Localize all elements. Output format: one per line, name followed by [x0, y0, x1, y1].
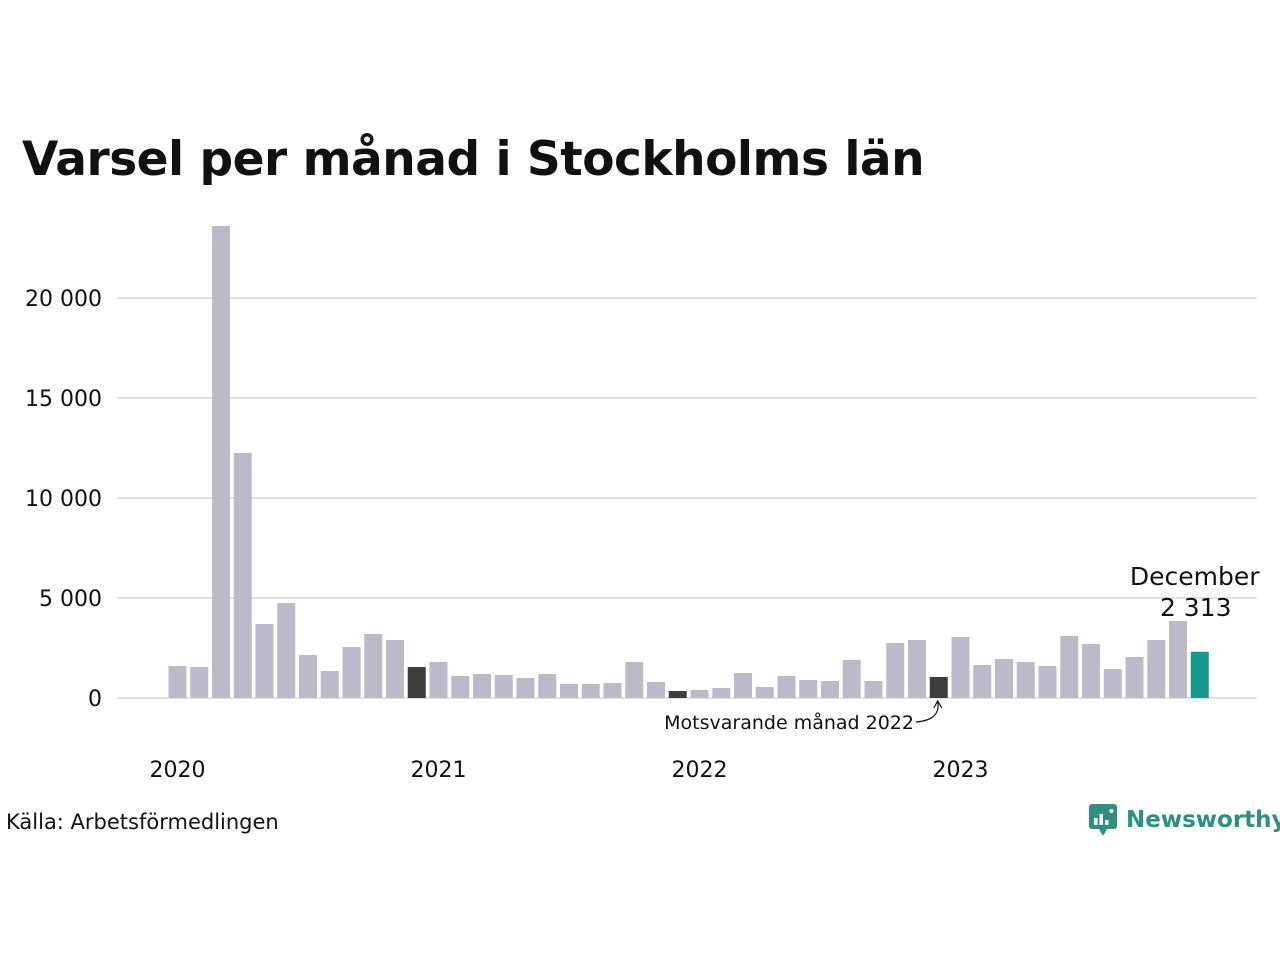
- newsworthy-logo-icon: [1089, 804, 1117, 836]
- bar-2020-08: [320, 671, 339, 698]
- bar-2020-05: [255, 624, 274, 698]
- bar-2023-07: [1082, 644, 1100, 698]
- bar-2021-11: [647, 682, 665, 698]
- bar-2023-04: [1016, 662, 1035, 698]
- bar-2021-07: [560, 684, 578, 698]
- bar-2023-02: [973, 665, 992, 698]
- bar-2022-05: [777, 676, 796, 698]
- x-tick-label: 2021: [411, 758, 467, 783]
- bar-2022-11: [908, 640, 926, 698]
- current-month-label: December: [1130, 562, 1260, 591]
- y-tick-label: 10 000: [25, 487, 102, 512]
- bar-2021-06: [538, 674, 557, 698]
- bar-2021-09: [603, 683, 622, 698]
- y-axis-labels: 0 5 000 10 000 15 000 20 000: [25, 287, 102, 712]
- comparison-arrow-head: [933, 699, 943, 709]
- bar-2022-06: [799, 680, 818, 698]
- bar-2021-10: [625, 662, 644, 698]
- bar-2021-05: [516, 678, 535, 698]
- bar-2020-06: [277, 603, 296, 698]
- source-note: Källa: Arbetsförmedlingen: [6, 810, 279, 834]
- bars: [168, 226, 1209, 698]
- bar-2020-07: [299, 655, 317, 698]
- chart-title: Varsel per månad i Stockholms län: [22, 132, 925, 187]
- bar-2023-05: [1038, 666, 1057, 698]
- bar-2020-01: [168, 666, 187, 698]
- bar-2022-10: [886, 643, 905, 698]
- brand-name: Newsworthy: [1126, 807, 1280, 833]
- bar-2023-01: [951, 637, 970, 698]
- x-tick-label: 2022: [672, 758, 728, 783]
- bar-2023-11: [1169, 621, 1187, 698]
- bar-2022-08: [842, 660, 861, 698]
- bar-2020-02: [190, 667, 209, 698]
- bar-2020-03: [212, 226, 230, 698]
- bar-2022-04: [755, 687, 774, 698]
- bar-2021-01: [429, 662, 448, 698]
- bar-2020-10: [364, 634, 383, 698]
- bar-2022-02: [712, 688, 731, 698]
- comparison-label: Motsvarande månad 2022: [664, 711, 914, 734]
- bar-2021-02: [451, 676, 470, 698]
- bar-2021-04: [494, 675, 513, 698]
- y-tick-label: 5 000: [39, 587, 102, 612]
- bar-2023-08: [1103, 669, 1122, 698]
- bar-2021-03: [473, 674, 491, 698]
- y-tick-label: 15 000: [25, 387, 102, 412]
- bar-2022-09: [864, 681, 883, 698]
- current-value-label: 2 313: [1160, 593, 1232, 622]
- bar-2023-03: [995, 659, 1013, 698]
- bar-2023-09: [1125, 657, 1144, 698]
- bar-2021-08: [581, 684, 600, 698]
- x-tick-label: 2023: [933, 758, 989, 783]
- bar-2022-01: [690, 690, 709, 698]
- y-tick-label: 20 000: [25, 287, 102, 312]
- x-tick-label: 2020: [150, 758, 206, 783]
- bar-2020-09: [342, 647, 361, 698]
- bar-2022-03: [734, 673, 752, 698]
- bar-2022-12: [929, 677, 948, 698]
- bar-2020-04: [233, 453, 252, 698]
- bar-2020-12: [407, 667, 426, 698]
- x-axis-labels: 2020 2021 2022 2023: [150, 758, 989, 783]
- comparison-arrow-line: [915, 701, 939, 723]
- bar-2023-06: [1060, 636, 1079, 698]
- bar-2022-07: [821, 681, 839, 698]
- newsworthy-logo: Newsworthy: [1088, 802, 1280, 838]
- bar-2020-11: [386, 640, 404, 698]
- bar-2023-12: [1190, 651, 1209, 698]
- y-tick-label: 0: [88, 687, 102, 712]
- bar-2021-12: [668, 691, 687, 698]
- bar-2023-10: [1147, 640, 1166, 698]
